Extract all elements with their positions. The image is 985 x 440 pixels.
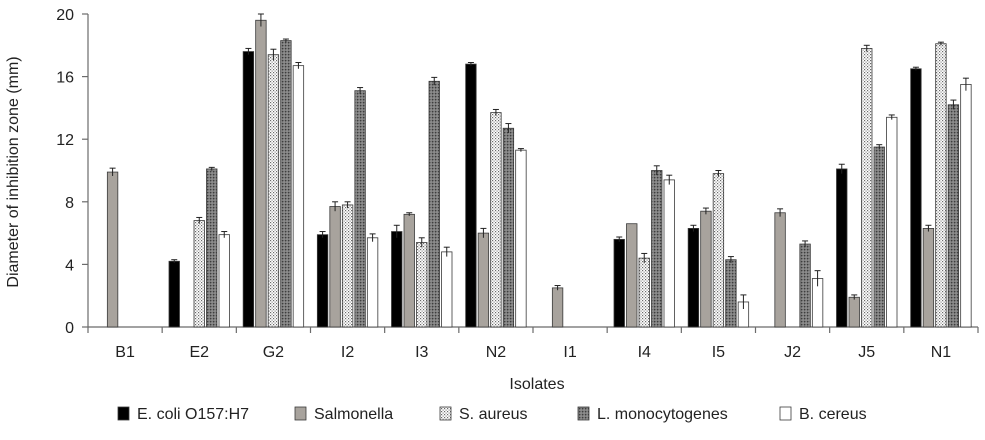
legend-swatch (117, 406, 130, 421)
legend-swatch (577, 406, 590, 421)
bar (712, 173, 725, 328)
bar (292, 65, 305, 328)
bar (873, 146, 885, 328)
bar (725, 259, 737, 328)
bar (366, 237, 379, 328)
x-tick-label: N1 (931, 344, 952, 361)
bar (935, 43, 947, 328)
plot-area (87, 13, 978, 328)
x-tick-label: B1 (115, 344, 135, 361)
x-tick-label: I2 (341, 344, 354, 361)
bar (910, 68, 922, 328)
bar (638, 257, 650, 328)
bar (651, 170, 663, 328)
bar (280, 40, 292, 328)
legend-label: L. monocytogenes (597, 406, 728, 423)
x-tick-label: E2 (189, 344, 209, 361)
x-tick-label: J2 (784, 344, 801, 361)
bar (799, 243, 811, 328)
bar (947, 104, 960, 328)
x-tick-label: J5 (858, 344, 875, 361)
bar (490, 112, 502, 328)
y-tick-label: 4 (65, 257, 74, 274)
bar (700, 210, 712, 328)
bar (861, 48, 873, 328)
y-tick-label: 20 (56, 7, 74, 24)
bar (886, 116, 898, 328)
y-tick-label: 8 (65, 195, 74, 212)
series-1 (106, 13, 935, 328)
bar (836, 168, 848, 328)
bar (403, 213, 415, 328)
x-tick-label: I1 (563, 344, 576, 361)
bar (341, 204, 354, 328)
bar (774, 212, 786, 328)
y-axis-ticks: 0 4 8 12 16 20 (56, 7, 88, 337)
legend: E. coli O157:H7 Salmonella S. aureus L. mon… (117, 406, 867, 423)
series-2 (193, 41, 947, 328)
bar (626, 223, 638, 328)
bar (391, 231, 403, 328)
bar (255, 19, 267, 328)
series-4 (218, 62, 972, 328)
bar (551, 287, 564, 328)
bar (428, 80, 440, 328)
x-tick-label: I4 (638, 344, 651, 361)
series-3 (206, 38, 960, 328)
legend-label: Salmonella (314, 406, 393, 423)
bar (354, 90, 366, 328)
bar (329, 206, 341, 328)
bar (193, 220, 205, 328)
legend-swatch (439, 406, 452, 421)
legend-swatch (294, 406, 307, 421)
y-tick-label: 12 (56, 132, 74, 149)
x-axis-ticks: B1 E2 G2 I2 I3 N2 I1 I4 I5 J2 J5 N1 (87, 327, 979, 361)
bar (242, 51, 255, 328)
y-axis-label: Diameter of inhibition zone (mm) (5, 56, 22, 287)
bar (515, 149, 527, 328)
bar (267, 54, 280, 328)
x-axis-label: Isolates (509, 376, 564, 393)
bar (922, 228, 935, 328)
bar (106, 171, 119, 328)
bar (663, 179, 675, 328)
y-tick-label: 16 (56, 70, 74, 87)
bar (477, 232, 490, 328)
bar (218, 234, 230, 328)
legend-label: E. coli O157:H7 (137, 406, 249, 423)
series-0 (168, 47, 922, 328)
bar (168, 260, 180, 328)
bar (416, 242, 428, 328)
y-tick-label: 0 (65, 320, 74, 337)
legend-label: S. aureus (459, 406, 527, 423)
bar (465, 63, 477, 328)
legend-label: B. cereus (799, 406, 867, 423)
bar (206, 168, 218, 328)
x-tick-label: G2 (263, 344, 284, 361)
bar (502, 127, 515, 328)
bar (316, 234, 329, 328)
x-tick-label: I5 (712, 344, 725, 361)
legend-swatch (779, 406, 792, 421)
bar (960, 84, 972, 328)
bar (687, 228, 700, 328)
bar (613, 238, 625, 328)
x-tick-label: N2 (486, 344, 507, 361)
bar (848, 296, 860, 328)
x-tick-label: I3 (415, 344, 428, 361)
bar (441, 251, 453, 328)
